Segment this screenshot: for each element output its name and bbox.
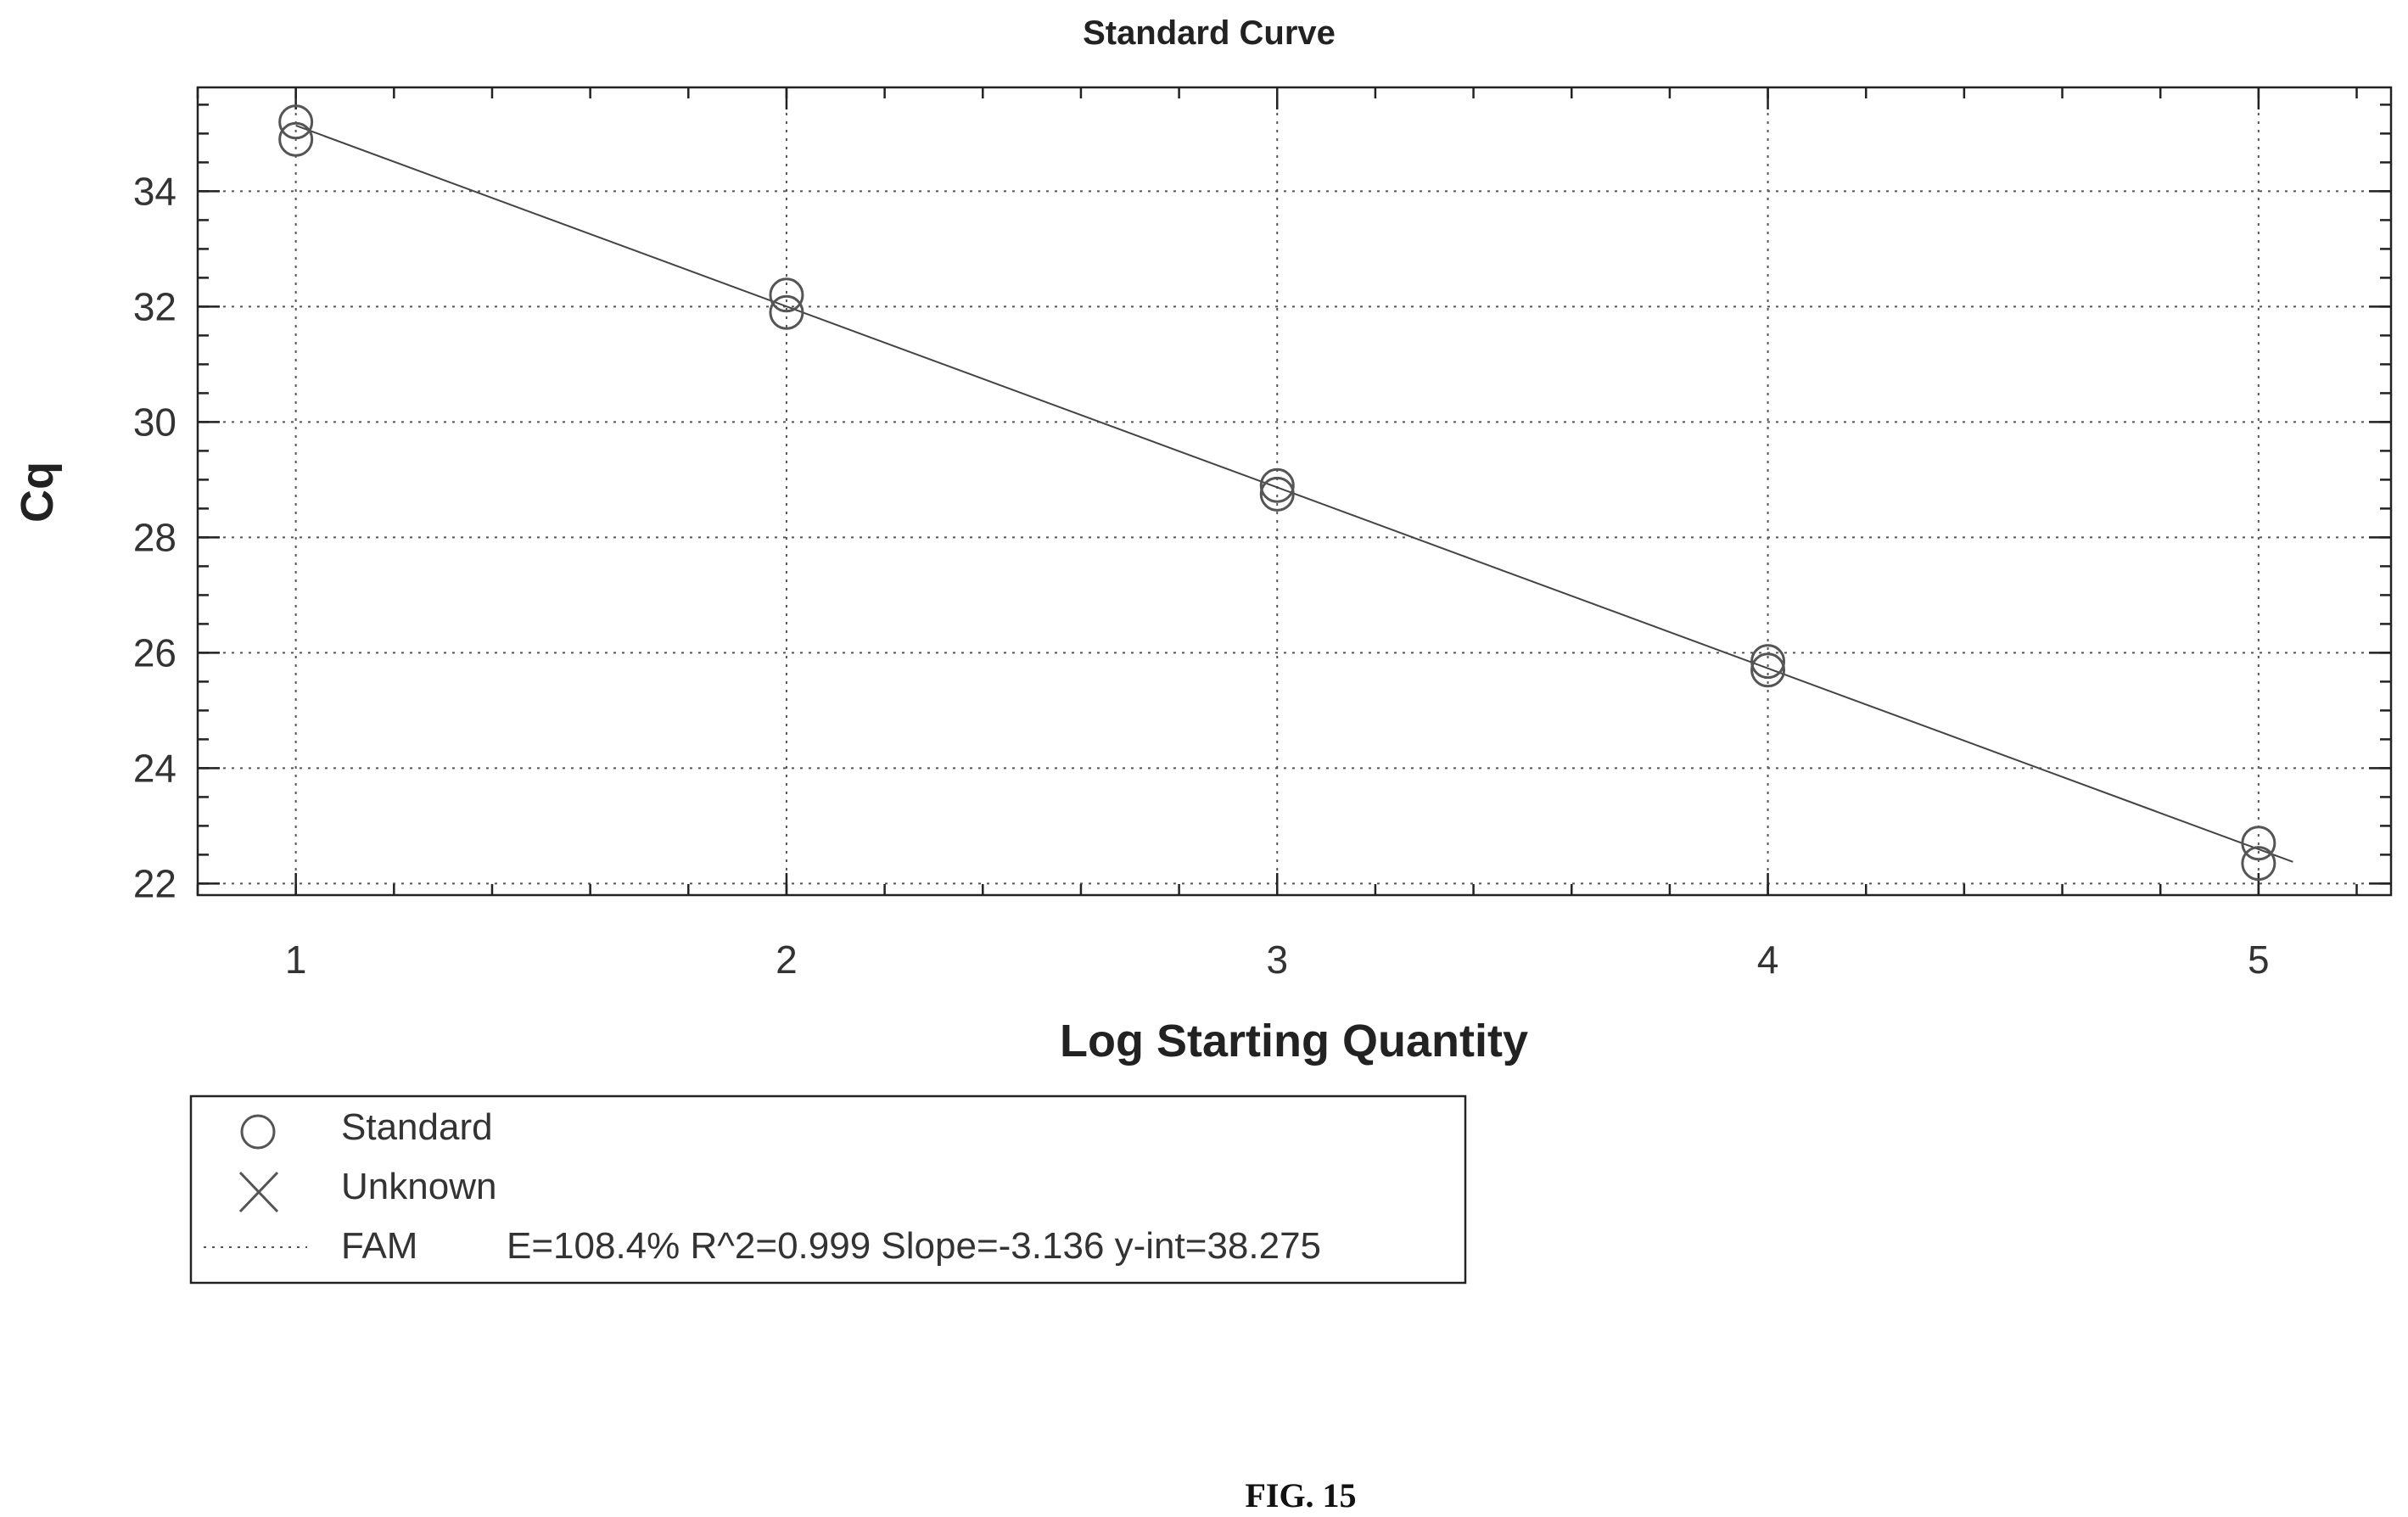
x-tick-label: 2 — [776, 938, 798, 982]
standard-point — [769, 277, 804, 313]
y-tick-label: 26 — [133, 630, 176, 675]
standard-point — [2241, 846, 2276, 882]
y-tick-label: 34 — [133, 169, 176, 213]
standard-point — [1259, 476, 1295, 512]
plot-frame — [196, 86, 2393, 897]
grid-lines — [198, 87, 2391, 895]
x-axis-label: Log Starting Quantity — [1060, 1016, 1528, 1066]
standard-point — [1750, 652, 1786, 688]
standard-point — [769, 294, 804, 330]
figure-caption: FIG. 15 — [1245, 1476, 1356, 1514]
legend-standard-label: Standard — [341, 1106, 493, 1148]
legend-fit-stats: E=108.4% R^2=0.999 Slope=-3.136 y-int=38… — [507, 1225, 1321, 1267]
chart-title: Standard Curve — [1083, 14, 1336, 52]
x-tick-label: 3 — [1266, 938, 1288, 982]
standard-point — [278, 121, 314, 157]
data-markers — [278, 104, 2276, 882]
standard-point — [1259, 467, 1295, 503]
y-tick-label: 30 — [133, 400, 176, 444]
x-tick-label: 1 — [285, 938, 307, 982]
standard-point — [278, 104, 314, 140]
legend-fit-name: FAM — [341, 1225, 417, 1267]
legend-standard-marker — [240, 1114, 276, 1150]
y-axis-label: Cq — [12, 462, 63, 523]
y-tick-label: 22 — [133, 861, 176, 905]
legend-unknown-marker — [238, 1171, 279, 1213]
major-ticks — [198, 87, 2391, 895]
y-tick-label: 24 — [133, 746, 176, 790]
legend-box — [189, 1094, 1467, 1285]
x-tick-label: 4 — [1757, 938, 1779, 982]
x-tick-label: 5 — [2248, 938, 2270, 982]
y-tick-label: 28 — [133, 515, 176, 559]
y-tick-label: 32 — [133, 284, 176, 328]
standard-point — [2241, 826, 2276, 861]
legend: Standard Unknown FAM E=108.4% R^2=0.999 … — [189, 1094, 1467, 1285]
legend-unknown-label: Unknown — [341, 1166, 496, 1207]
standard-point — [1750, 644, 1786, 680]
minor-ticks — [196, 87, 2391, 895]
